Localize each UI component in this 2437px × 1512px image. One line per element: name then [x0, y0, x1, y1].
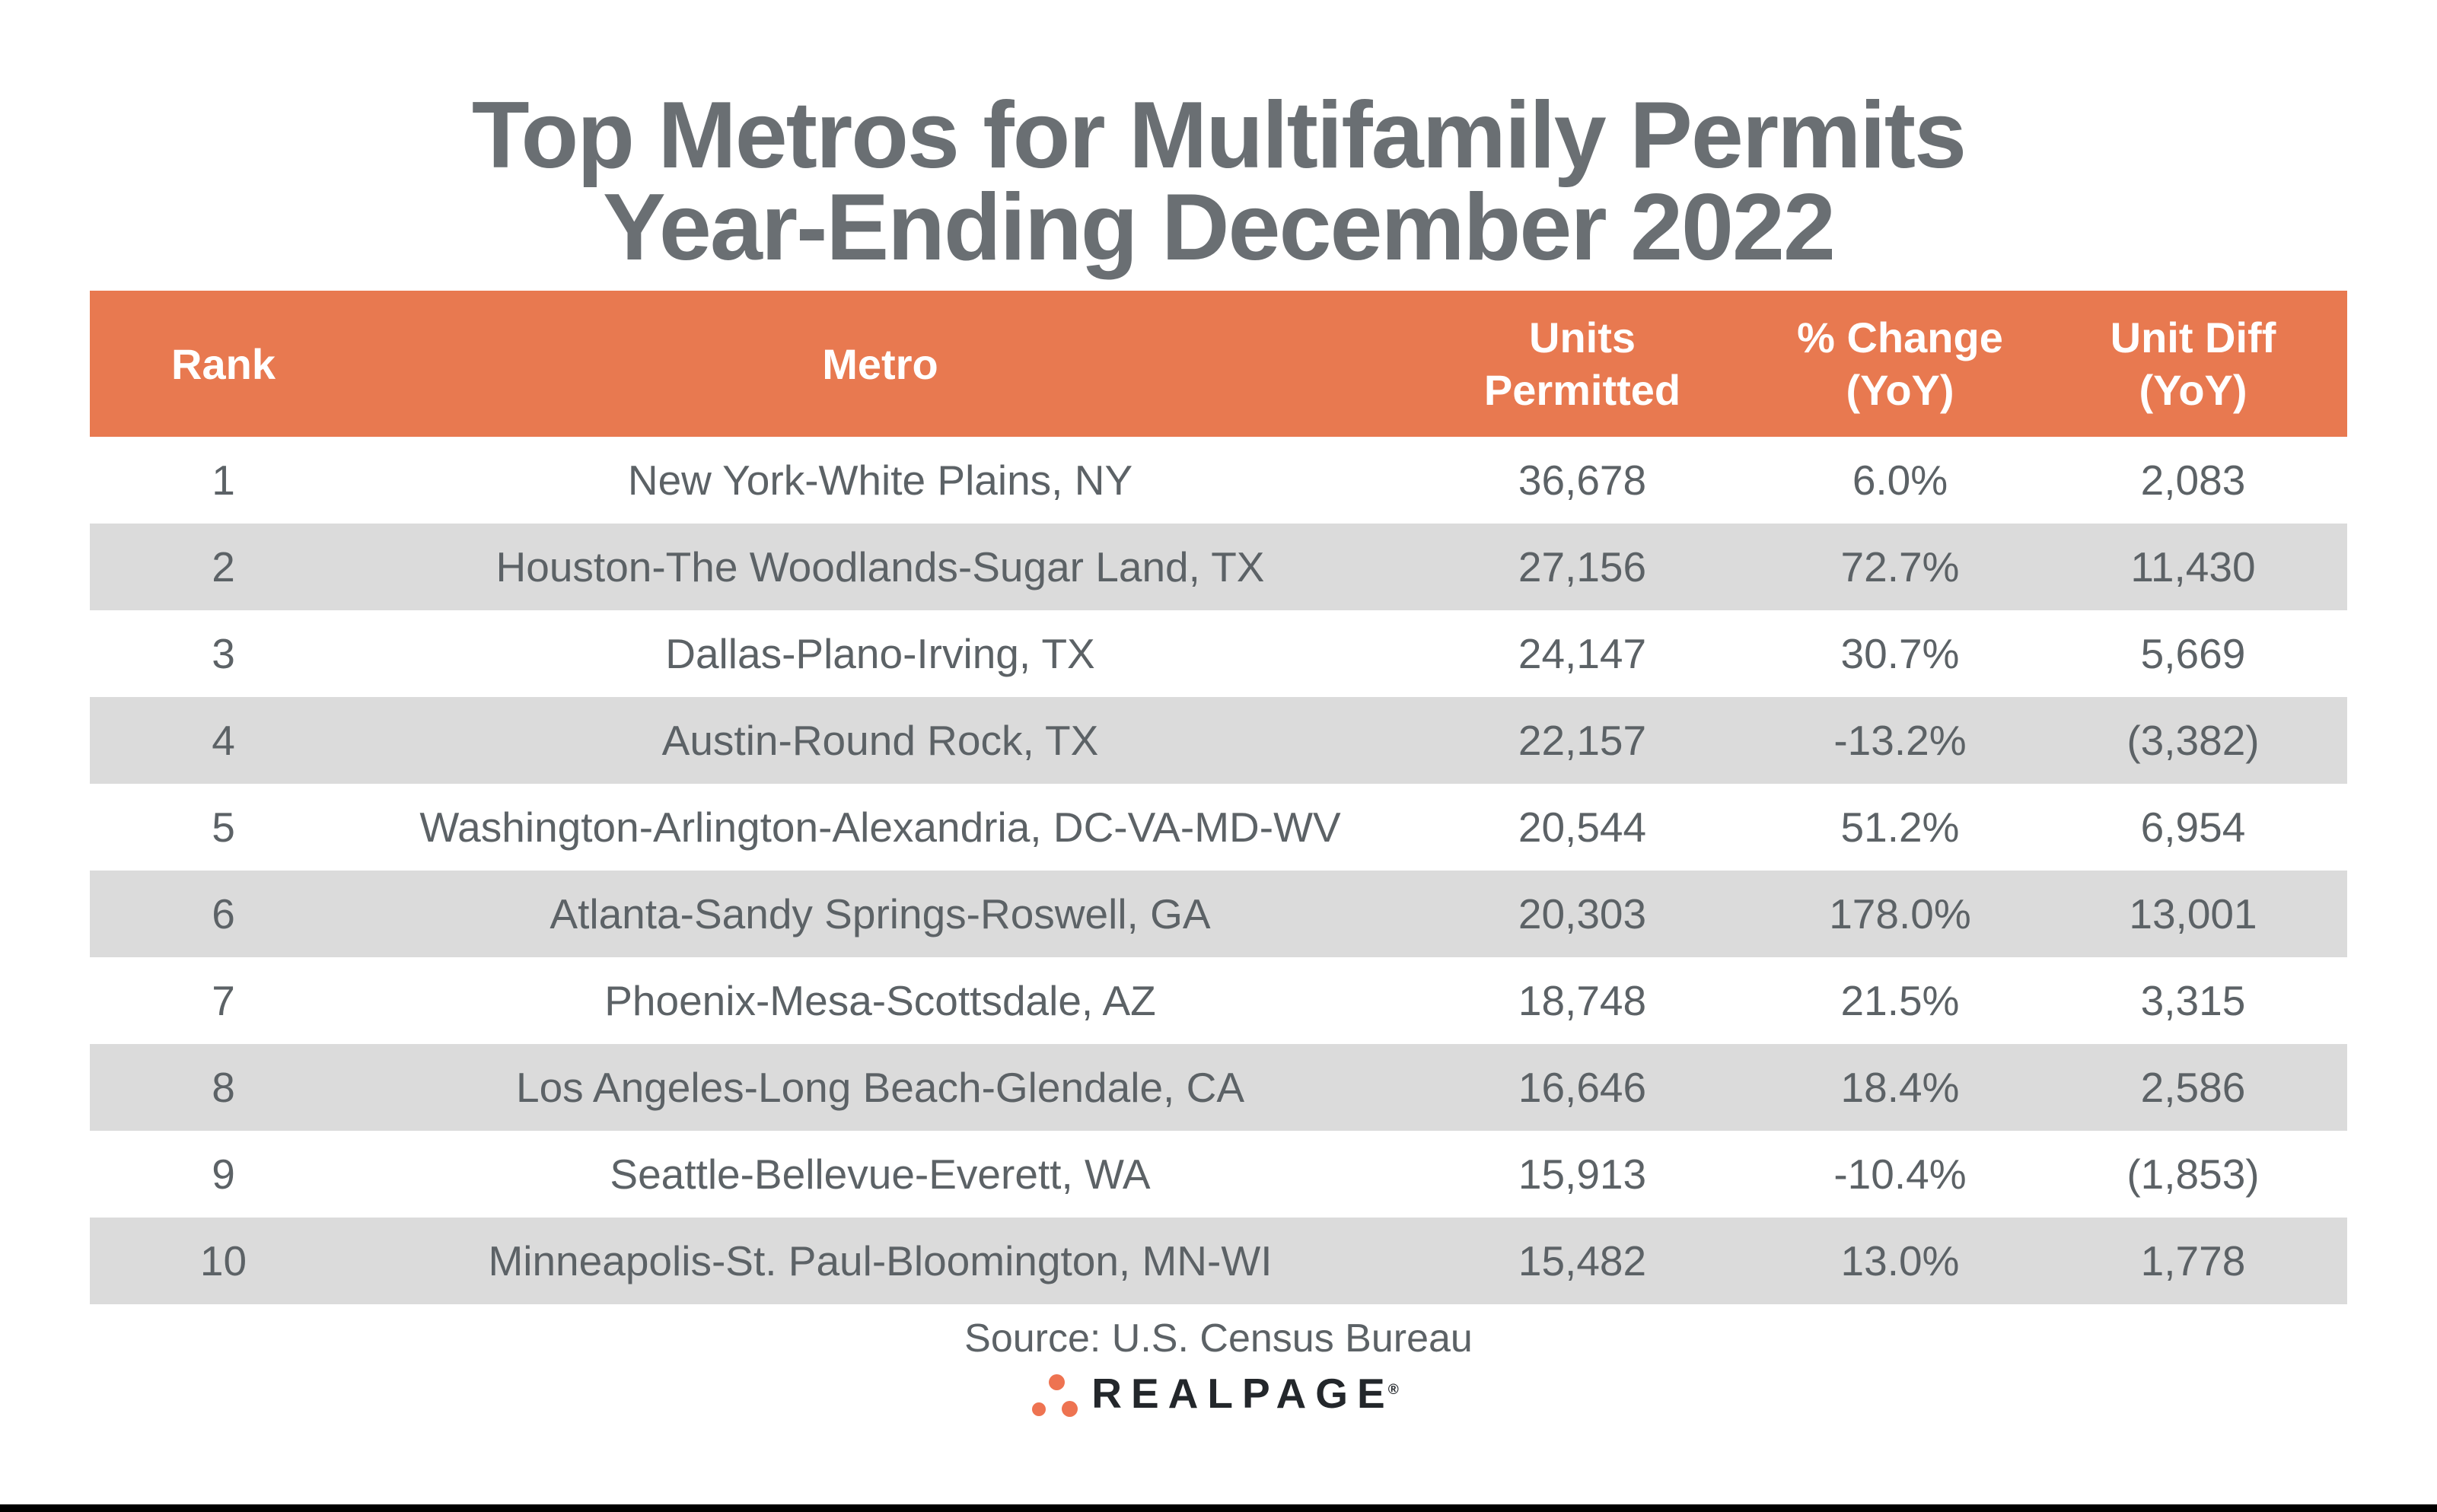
- metro-cell: Los Angeles-Long Beach-Glendale, CA: [515, 1064, 1245, 1111]
- logo-dot-top: [1049, 1374, 1066, 1390]
- column-header-label: Units: [1529, 314, 1636, 361]
- source-note: Source: U.S. Census Bureau: [964, 1316, 1473, 1361]
- table-row: 10 Minneapolis-St. Paul-Bloomington, MN-…: [90, 1218, 2347, 1304]
- pct-change-cell: 178.0%: [1829, 890, 1971, 937]
- unit-diff-cell: 3,315: [2140, 977, 2246, 1024]
- rank-cell: 1: [212, 457, 235, 504]
- table-row: 3 Dallas-Plano-Irving, TX 24,147 30.7% 5…: [90, 610, 2347, 697]
- table-header-row: Rank Metro Units Permitted % Change (YoY…: [90, 291, 2347, 437]
- metro-cell: Minneapolis-St. Paul-Bloomington, MN-WI: [488, 1237, 1273, 1284]
- metro-cell: Houston-The Woodlands-Sugar Land, TX: [495, 543, 1265, 590]
- units-permitted-cell: 20,544: [1518, 804, 1647, 851]
- logo-dot-left: [1032, 1402, 1046, 1416]
- pct-change-cell: 51.2%: [1840, 804, 1960, 851]
- rank-cell: 10: [199, 1237, 247, 1284]
- unit-diff-cell: 5,669: [2140, 630, 2246, 677]
- unit-diff-cell: (3,382): [2126, 717, 2260, 764]
- units-permitted-cell: 27,156: [1518, 543, 1647, 590]
- units-permitted-cell: 16,646: [1518, 1064, 1647, 1111]
- metro-cell: Atlanta-Sandy Springs-Roswell, GA: [550, 890, 1211, 937]
- realpage-logo: REALPAGE®: [0, 1371, 2437, 1418]
- realpage-dots-icon: [1032, 1374, 1079, 1418]
- column-header-label: Metro: [822, 339, 938, 388]
- units-permitted-cell: 15,913: [1518, 1151, 1647, 1198]
- metro-cell: New York-White Plains, NY: [627, 457, 1133, 504]
- metro-cell: Seattle-Bellevue-Everett, WA: [610, 1151, 1151, 1198]
- column-header-label: % Change: [1797, 314, 2003, 361]
- table-row: 8 Los Angeles-Long Beach-Glendale, CA 16…: [90, 1044, 2347, 1131]
- unit-diff-cell: 1,778: [2140, 1237, 2246, 1284]
- column-header-label: (YoY): [2139, 366, 2247, 414]
- unit-diff-cell: 6,954: [2140, 804, 2246, 851]
- unit-diff-cell: 11,430: [2130, 543, 2256, 590]
- title-line-2: Year-Ending December 2022: [603, 175, 1836, 280]
- pct-change-cell: -10.4%: [1833, 1151, 1967, 1198]
- column-header-unit-diff: Unit Diff (YoY): [2039, 291, 2347, 437]
- unit-diff-cell: 2,083: [2140, 457, 2246, 504]
- pct-change-cell: 18.4%: [1840, 1064, 1960, 1111]
- units-permitted-cell: 36,678: [1518, 457, 1647, 504]
- unit-diff-cell: (1,853): [2126, 1151, 2260, 1198]
- units-permitted-cell: 22,157: [1518, 717, 1647, 764]
- units-permitted-cell: 15,482: [1518, 1237, 1647, 1284]
- page-title: Top Metros for Multifamily Permits Year-…: [0, 83, 2437, 280]
- column-header-rank: Rank: [90, 291, 357, 437]
- pct-change-cell: 6.0%: [1852, 457, 1948, 504]
- table-body: 1 New York-White Plains, NY 36,678 6.0% …: [90, 437, 2347, 1304]
- unit-diff-cell: 2,586: [2140, 1064, 2246, 1111]
- table-row: 4 Austin-Round Rock, TX 22,157 -13.2% (3…: [90, 697, 2347, 784]
- column-header-label: (YoY): [1846, 366, 1954, 414]
- rank-cell: 4: [212, 717, 235, 764]
- column-header-label: Unit Diff: [2110, 314, 2276, 361]
- rank-cell: 6: [212, 890, 235, 937]
- logo-wordmark-text: REALPAGE: [1091, 1370, 1394, 1417]
- rank-cell: 8: [212, 1064, 235, 1111]
- column-header-metro: Metro: [357, 291, 1403, 437]
- table-row: 1 New York-White Plains, NY 36,678 6.0% …: [90, 437, 2347, 524]
- metro-cell: Phoenix-Mesa-Scottsdale, AZ: [604, 977, 1156, 1024]
- title-line-1: Top Metros for Multifamily Permits: [471, 83, 1967, 188]
- table-row: 7 Phoenix-Mesa-Scottsdale, AZ 18,748 21.…: [90, 957, 2347, 1044]
- logo-dot-right: [1062, 1401, 1078, 1417]
- column-header-pct-change: % Change (YoY): [1761, 291, 2039, 437]
- rank-cell: 2: [212, 543, 235, 590]
- metro-cell: Dallas-Plano-Irving, TX: [665, 630, 1095, 677]
- units-permitted-cell: 20,303: [1518, 890, 1647, 937]
- logo-wordmark: REALPAGE®: [1091, 1371, 1405, 1415]
- units-permitted-cell: 18,748: [1518, 977, 1647, 1024]
- column-header-label: Permitted: [1483, 366, 1681, 414]
- pct-change-cell: 72.7%: [1840, 543, 1960, 590]
- metro-cell: Washington-Arlington-Alexandria, DC-VA-M…: [419, 804, 1341, 851]
- rank-cell: 7: [212, 977, 235, 1024]
- rank-cell: 5: [212, 804, 235, 851]
- rank-cell: 9: [212, 1151, 235, 1198]
- table-row: 2 Houston-The Woodlands-Sugar Land, TX 2…: [90, 524, 2347, 610]
- table-row: 6 Atlanta-Sandy Springs-Roswell, GA 20,3…: [90, 871, 2347, 957]
- units-permitted-cell: 24,147: [1518, 630, 1647, 677]
- table-row: 5 Washington-Arlington-Alexandria, DC-VA…: [90, 784, 2347, 871]
- pct-change-cell: 30.7%: [1840, 630, 1960, 677]
- unit-diff-cell: 13,001: [2129, 890, 2257, 937]
- rank-cell: 3: [212, 630, 235, 677]
- metro-cell: Austin-Round Rock, TX: [661, 717, 1099, 764]
- registered-trademark-icon: ®: [1387, 1382, 1399, 1398]
- column-header-label: Rank: [171, 339, 276, 388]
- table-row: 9 Seattle-Bellevue-Everett, WA 15,913 -1…: [90, 1131, 2347, 1218]
- column-header-units-permitted: Units Permitted: [1403, 291, 1761, 437]
- pct-change-cell: 21.5%: [1840, 977, 1960, 1024]
- pct-change-cell: -13.2%: [1833, 717, 1967, 764]
- pct-change-cell: 13.0%: [1840, 1237, 1960, 1284]
- bottom-border-bar: [0, 1504, 2437, 1512]
- permits-table: Rank Metro Units Permitted % Change (YoY…: [90, 291, 2347, 1304]
